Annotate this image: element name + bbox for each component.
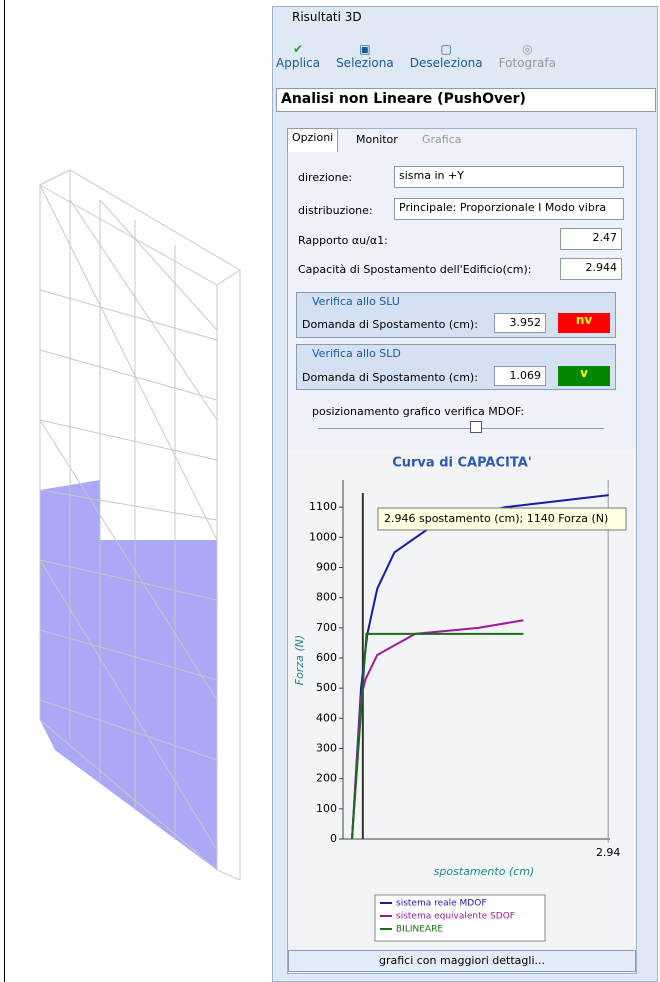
tooltip: 2.946 spostamento (cm); 1140 Forza (N) — [384, 512, 608, 525]
y-axis-label: Forza (N) — [293, 635, 306, 685]
page: Risultati 3D ✔Applica ▣Seleziona ▢Desele… — [0, 0, 660, 982]
y-tick-label: 800 — [316, 591, 337, 604]
legend-label: sistema equivalente SDOF — [396, 912, 515, 922]
y-tick-label: 300 — [316, 741, 337, 754]
y-tick-label: 200 — [316, 772, 337, 785]
y-tick-label: 0 — [330, 832, 337, 845]
legend-label: sistema reale MDOF — [396, 899, 487, 909]
series-line — [352, 620, 523, 839]
chart-title: Curva di CAPACITA' — [392, 456, 532, 471]
series-line — [352, 634, 523, 839]
series-line — [352, 495, 609, 839]
y-tick-label: 900 — [316, 560, 337, 573]
y-tick-label: 1000 — [309, 530, 337, 543]
y-tick-label: 100 — [316, 802, 337, 815]
chart: Curva di CAPACITA' 0 100 200 300 400 500 600 700… — [0, 0, 660, 982]
x-axis-label: spostamento (cm) — [434, 865, 535, 878]
y-tick-label: 1100 — [309, 500, 337, 513]
legend-label: BILINEARE — [396, 925, 443, 935]
y-tick-label: 400 — [316, 711, 337, 724]
y-tick-label: 700 — [316, 621, 337, 634]
x-tick-label: 2.94 — [596, 846, 621, 859]
y-tick-label: 600 — [316, 651, 337, 664]
y-tick-label: 500 — [316, 681, 337, 694]
